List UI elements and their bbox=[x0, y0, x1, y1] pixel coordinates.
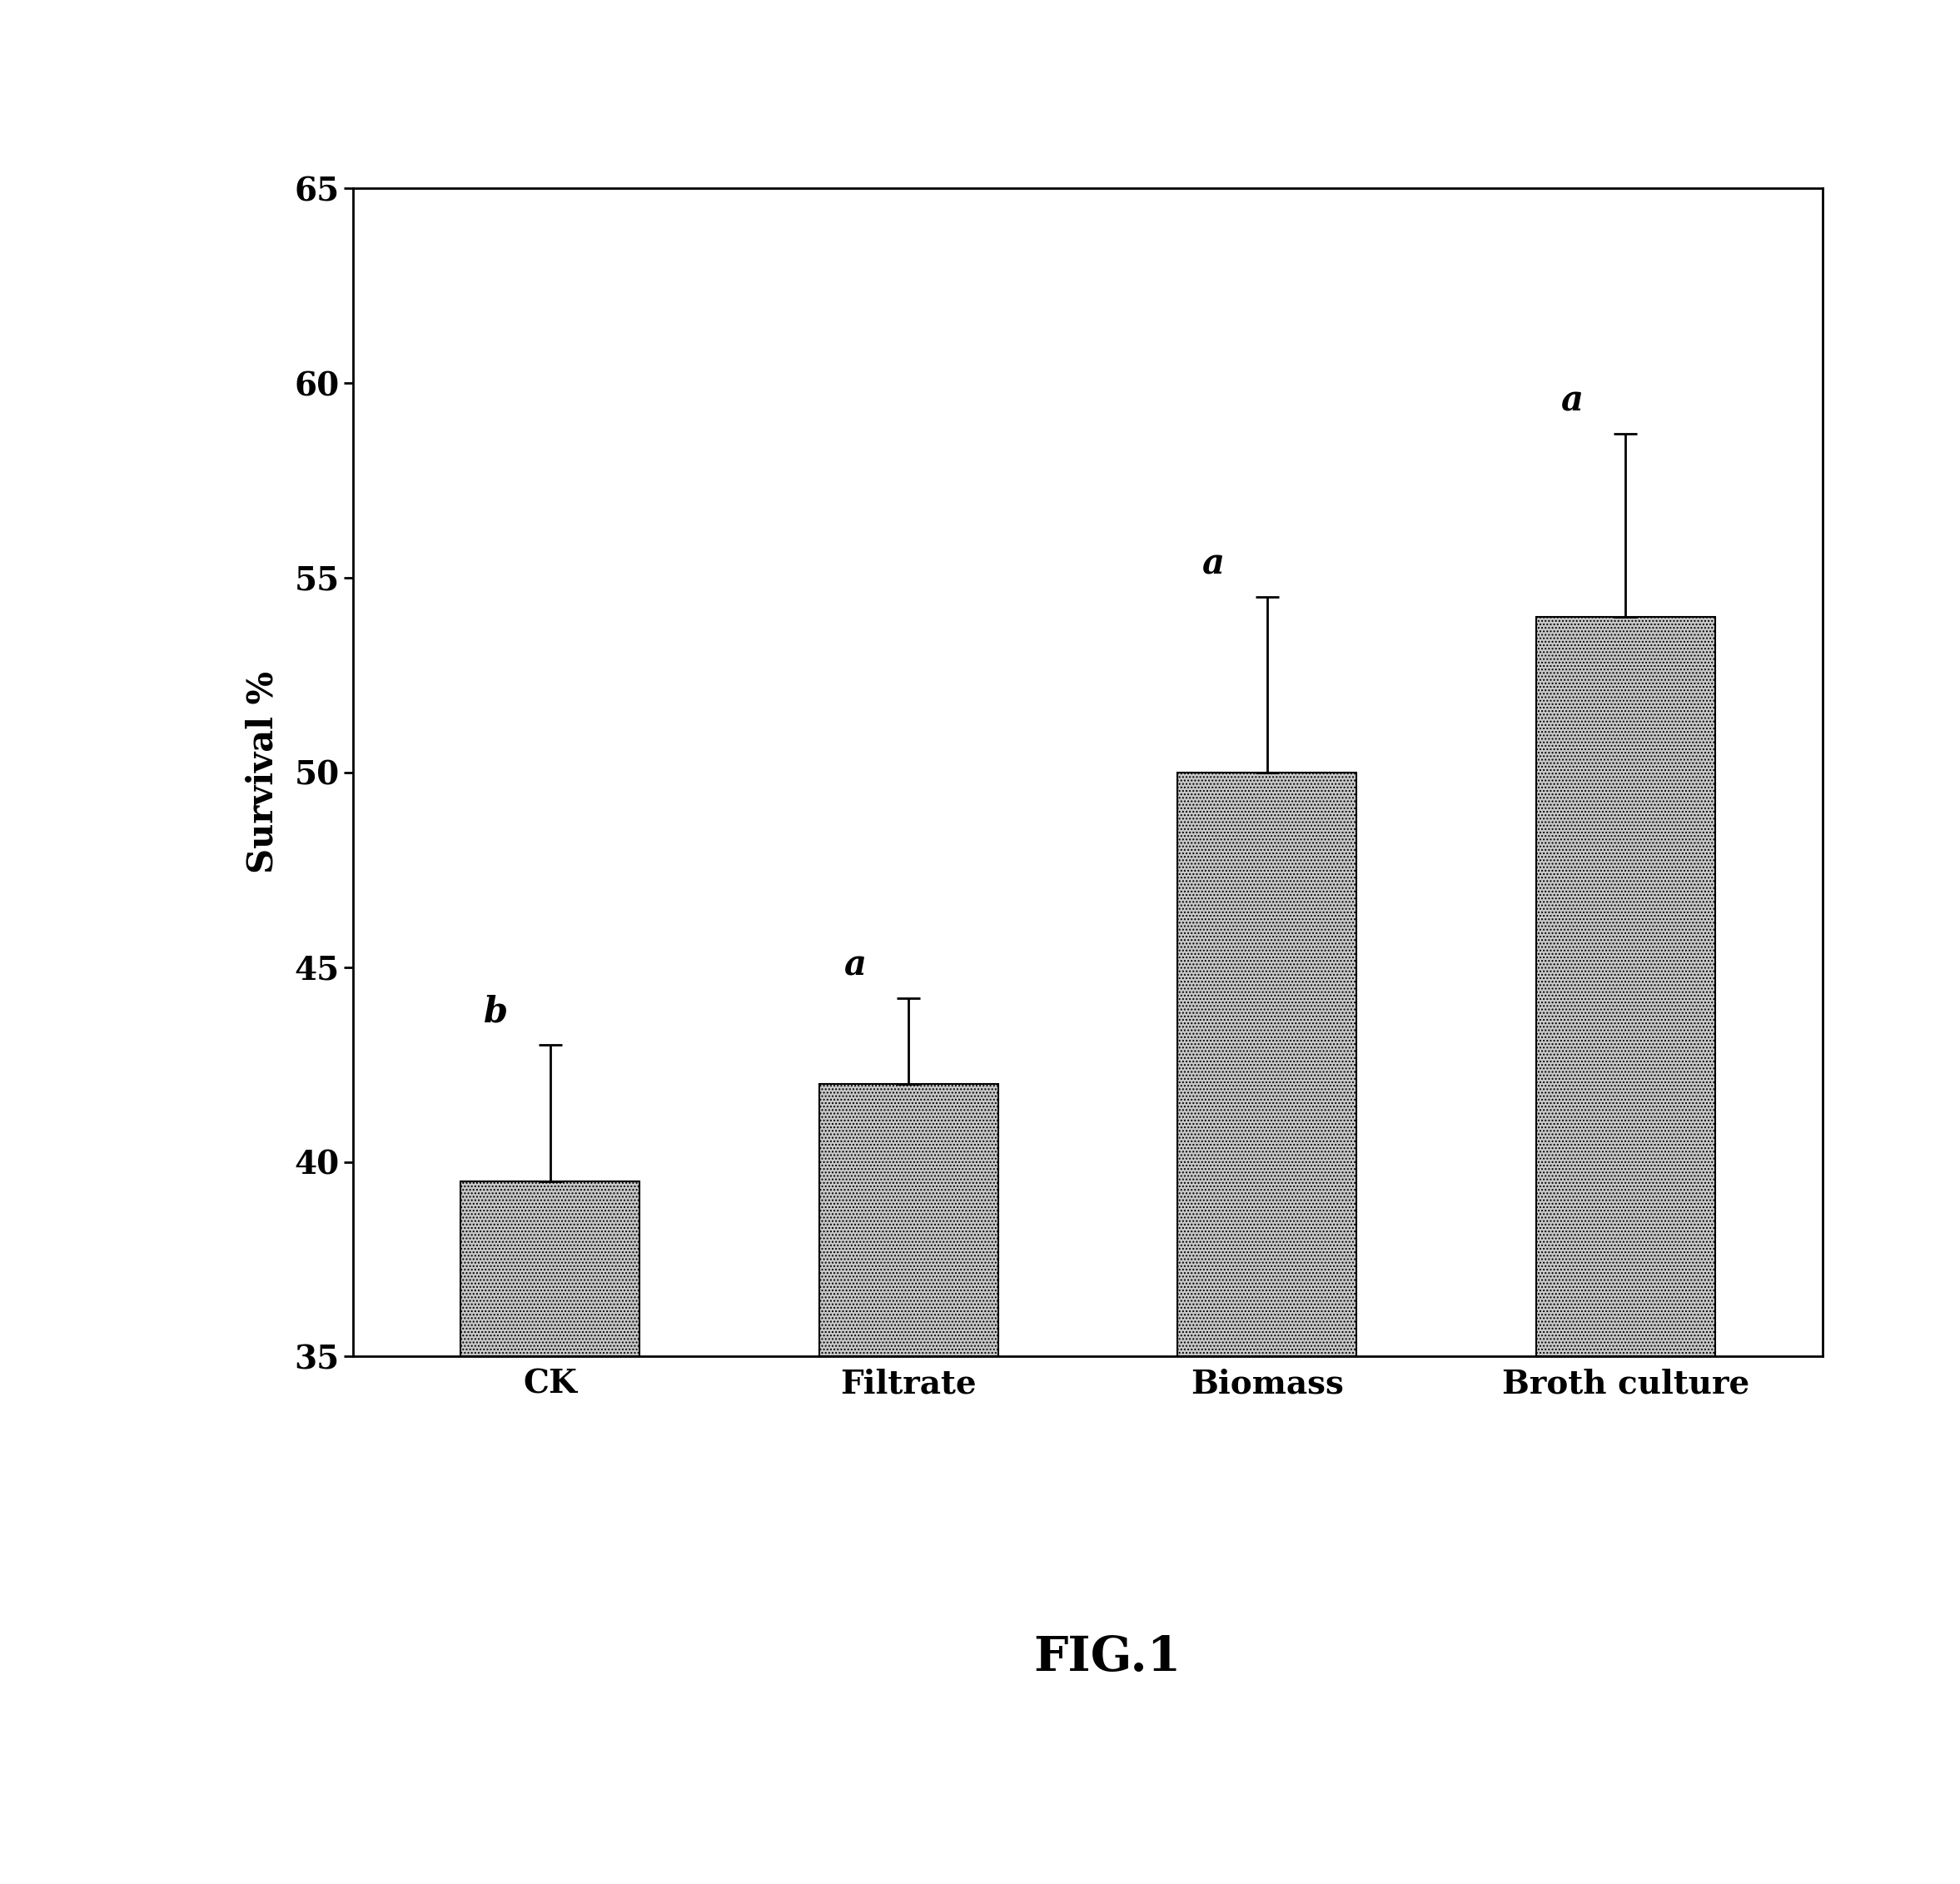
Text: a: a bbox=[843, 948, 866, 983]
Text: a: a bbox=[1201, 546, 1225, 582]
Bar bbox=[819, 1083, 998, 1356]
Bar bbox=[1537, 616, 1715, 1356]
Y-axis label: Survival %: Survival % bbox=[245, 671, 280, 874]
Text: a: a bbox=[1560, 382, 1584, 418]
Text: b: b bbox=[484, 995, 508, 1029]
Bar bbox=[461, 1181, 639, 1356]
Bar bbox=[1178, 772, 1356, 1356]
Text: FIG.1: FIG.1 bbox=[1033, 1635, 1182, 1681]
